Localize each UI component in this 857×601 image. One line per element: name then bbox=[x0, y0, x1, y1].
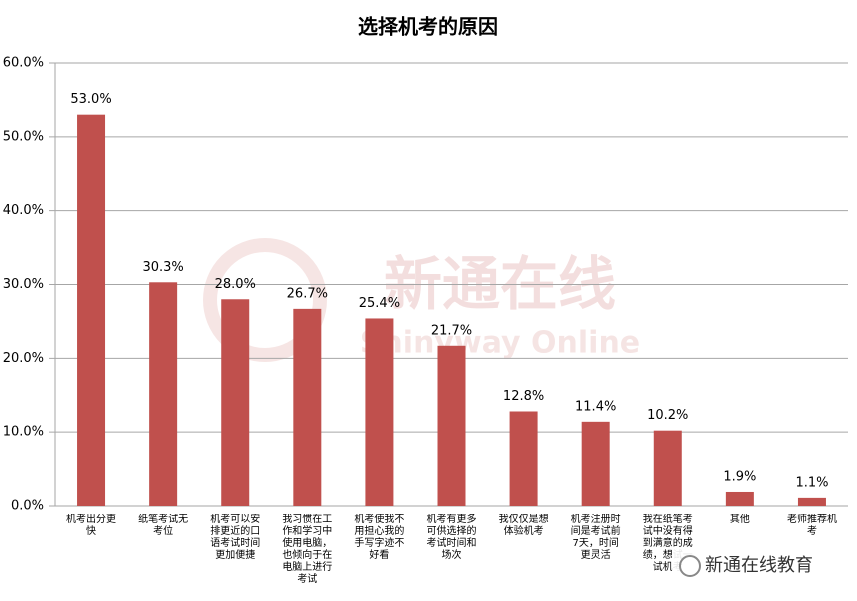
source-badge: 新通在线教育 bbox=[705, 555, 813, 576]
x-tick-label: 我仅仅是想体验机考 bbox=[498, 514, 549, 537]
x-tick-label-box: 其他 bbox=[729, 514, 750, 525]
y-tick-label: 0.0% bbox=[11, 499, 44, 514]
x-tick-label: 机考有更多可供选择的考试时间和场次 bbox=[426, 514, 477, 561]
x-tick-label: 机考可以安排更近的口语考试时间更加便捷 bbox=[210, 514, 261, 561]
badge-icon bbox=[679, 555, 701, 577]
value-label: 1.1% bbox=[795, 475, 828, 490]
bar bbox=[77, 114, 106, 506]
x-tick-label-box: 机考可以安排更近的口语考试时间更加便捷 bbox=[210, 514, 261, 561]
x-tick-label-box: 机考使我不用担心我的手写字迹不好看 bbox=[354, 514, 405, 561]
watermark-en: Shinyway Online bbox=[360, 326, 640, 361]
y-tick-label: 30.0% bbox=[3, 277, 44, 292]
x-tick-label-box: 我习惯在工作和学习中使用电脑，也倾向于在电脑上进行考试 bbox=[282, 514, 333, 585]
x-tick-label-box: 机考有更多可供选择的考试时间和场次 bbox=[426, 514, 477, 561]
x-tick-label: 我在纸笔考试中没有得到满意的成绩，想试一试机考 bbox=[642, 514, 693, 573]
value-label: 1.9% bbox=[723, 469, 756, 484]
y-tick-label: 10.0% bbox=[3, 425, 44, 440]
x-tick-label-box: 机考注册时间是考试前7天，时间更灵活 bbox=[570, 514, 621, 561]
x-tick-label: 我习惯在工作和学习中使用电脑，也倾向于在电脑上进行考试 bbox=[282, 514, 333, 585]
bar bbox=[581, 421, 610, 506]
bar bbox=[293, 308, 322, 506]
x-tick-label: 老师推荐机考 bbox=[786, 514, 837, 537]
bar bbox=[653, 430, 682, 506]
bar bbox=[725, 491, 754, 506]
value-label: 30.3% bbox=[142, 260, 183, 275]
value-label: 25.4% bbox=[359, 296, 400, 311]
watermark-logo bbox=[203, 238, 327, 362]
value-label: 53.0% bbox=[70, 92, 111, 107]
x-tick-label: 机考出分更快 bbox=[66, 514, 117, 537]
bar bbox=[365, 318, 394, 506]
x-tick-label: 机考注册时间是考试前7天，时间更灵活 bbox=[570, 514, 621, 561]
value-label: 10.2% bbox=[647, 408, 688, 423]
x-tick-label: 其他 bbox=[729, 514, 750, 525]
x-tick-label-box: 机考出分更快 bbox=[66, 514, 117, 537]
badge-bg bbox=[672, 548, 857, 584]
y-tick-label: 60.0% bbox=[3, 56, 44, 71]
bar bbox=[509, 411, 538, 506]
value-label: 21.7% bbox=[431, 323, 472, 338]
value-label: 12.8% bbox=[503, 389, 544, 404]
x-tick-label-box: 我在纸笔考试中没有得到满意的成绩，想试一试机考 bbox=[642, 514, 693, 573]
x-tick-label-box: 纸笔考试无考位 bbox=[138, 514, 189, 537]
bar bbox=[797, 497, 826, 506]
x-tick-label-box: 我仅仅是想体验机考 bbox=[498, 514, 549, 537]
bar bbox=[149, 282, 178, 506]
y-tick-label: 40.0% bbox=[3, 203, 44, 218]
bar bbox=[221, 299, 250, 506]
value-label: 11.4% bbox=[575, 399, 616, 414]
chart-title: 选择机考的原因 bbox=[358, 15, 498, 39]
bar bbox=[437, 345, 466, 506]
x-tick-label-box: 老师推荐机考 bbox=[786, 514, 837, 537]
x-tick-label: 机考使我不用担心我的手写字迹不好看 bbox=[354, 514, 405, 561]
x-tick-label: 纸笔考试无考位 bbox=[138, 514, 189, 537]
value-label: 28.0% bbox=[215, 277, 256, 292]
y-tick-label: 20.0% bbox=[3, 351, 44, 366]
value-label: 26.7% bbox=[287, 286, 328, 301]
y-tick-label: 50.0% bbox=[3, 129, 44, 144]
